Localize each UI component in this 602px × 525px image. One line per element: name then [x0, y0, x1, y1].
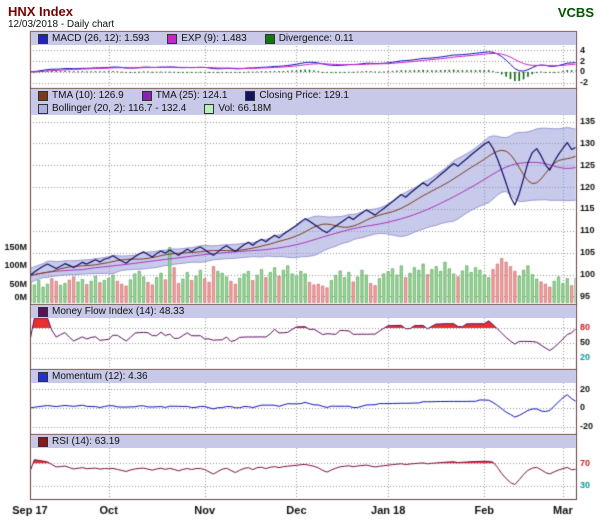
volume-color-swatch-icon [204, 103, 215, 114]
rsi-color-swatch-icon [38, 436, 48, 447]
macd-label: MACD (26, 12): 1.593 [52, 33, 150, 44]
momentum-label: Momentum (12): 4.36 [52, 371, 148, 382]
page-title: HNX Index [8, 4, 74, 19]
macd-legend-item: MACD (26, 12): 1.593 [38, 33, 149, 44]
price-legend-row-1: TMA (10): 126.9 TMA (25): 124.1 Closing … [38, 89, 349, 102]
closing-price-legend-item: Closing Price: 129.1 [245, 90, 349, 101]
macd-color-swatch-icon [38, 33, 48, 44]
price-legend: TMA (10): 126.9 TMA (25): 124.1 Closing … [31, 89, 576, 115]
divergence-legend-item: Divergence: 0.11 [264, 33, 354, 44]
rsi-legend-item: RSI (14): 63.19 [38, 436, 120, 447]
tma10-label: TMA (10): 126.9 [52, 90, 124, 101]
rsi-legend: RSI (14): 63.19 [31, 435, 576, 448]
closing-price-color-swatch-icon [245, 90, 256, 101]
tma10-legend-item: TMA (10): 126.9 [38, 90, 124, 101]
rsi-label: RSI (14): 63.19 [52, 436, 120, 447]
mfi-color-swatch-icon [38, 306, 48, 317]
momentum-color-swatch-icon [38, 371, 48, 382]
tma25-label: TMA (25): 124.1 [155, 90, 228, 101]
tma25-color-swatch-icon [141, 90, 152, 101]
price-legend-row-2: Bollinger (20, 2): 116.7 - 132.4 Vol: 66… [38, 102, 271, 115]
bollinger-legend-item: Bollinger (20, 2): 116.7 - 132.4 [38, 103, 186, 114]
closing-price-label: Closing Price: 129.1 [259, 90, 349, 101]
macd-legend: MACD (26, 12): 1.593 EXP (9): 1.483 Dive… [31, 32, 576, 45]
mfi-legend-item: Money Flow Index (14): 48.33 [38, 306, 184, 317]
volume-label: Vol: 66.18M [218, 103, 272, 114]
mfi-legend: Money Flow Index (14): 48.33 [31, 305, 576, 318]
chart-date-label: 12/03/2018 - Daily chart [8, 19, 115, 30]
momentum-legend-item: Momentum (12): 4.36 [38, 371, 148, 382]
bollinger-label: Bollinger (20, 2): 116.7 - 132.4 [52, 103, 187, 114]
exp-legend-item: EXP (9): 1.483 [167, 33, 247, 44]
volume-legend-item: Vol: 66.18M [204, 103, 271, 114]
bollinger-color-swatch-icon [38, 103, 48, 114]
divergence-label: Divergence: 0.11 [278, 33, 354, 44]
tma10-color-swatch-icon [38, 90, 48, 101]
exp-color-swatch-icon [167, 33, 178, 44]
mfi-label: Money Flow Index (14): 48.33 [52, 306, 185, 317]
tma25-legend-item: TMA (25): 124.1 [141, 90, 228, 101]
brand-logo: VCBS [557, 5, 594, 20]
exp-label: EXP (9): 1.483 [181, 33, 247, 44]
divergence-color-swatch-icon [264, 33, 275, 44]
momentum-legend: Momentum (12): 4.36 [31, 370, 576, 383]
